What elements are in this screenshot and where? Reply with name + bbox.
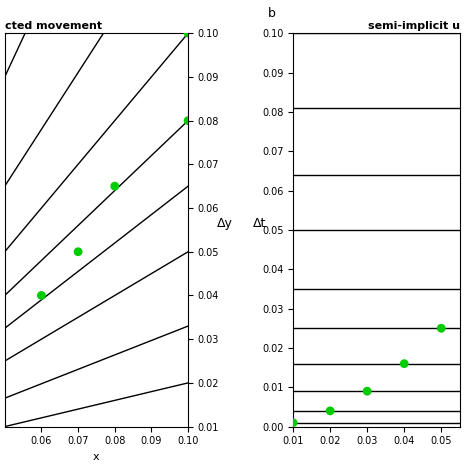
Point [289,419,297,427]
Text: cted movement: cted movement [5,21,102,31]
Point [74,248,82,255]
Text: semi-implicit u: semi-implicit u [368,21,460,31]
Point [401,360,408,367]
Y-axis label: Δt: Δt [253,217,266,230]
Point [184,117,192,124]
Point [364,387,371,395]
X-axis label: x: x [93,452,100,462]
Point [37,292,45,299]
Text: b: b [268,8,276,20]
Y-axis label: Δy: Δy [217,217,233,230]
Point [326,407,334,415]
Point [111,182,118,190]
Point [184,29,192,37]
Point [438,325,445,332]
